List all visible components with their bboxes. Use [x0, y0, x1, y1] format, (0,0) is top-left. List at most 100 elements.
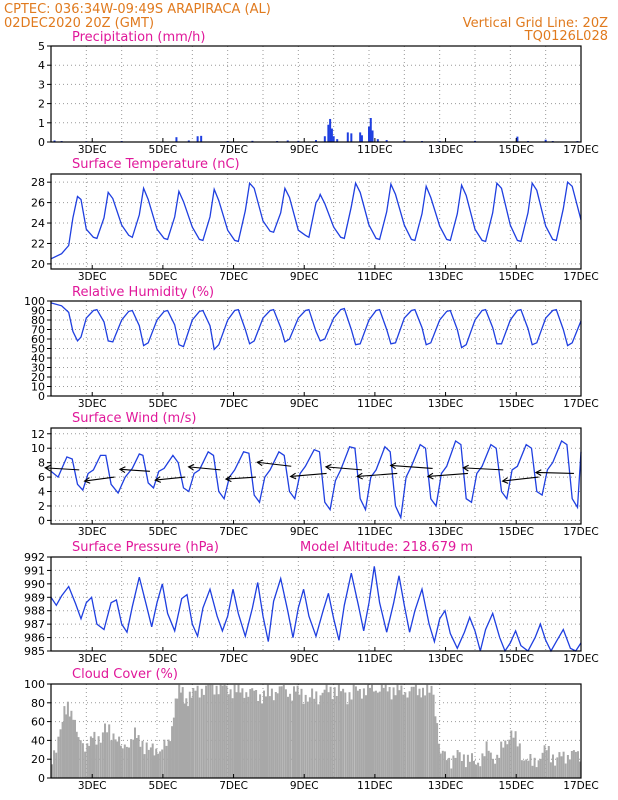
rh-series-line — [50, 302, 582, 351]
precipitation-bar — [368, 126, 370, 142]
cloud-cover-bar — [274, 692, 277, 778]
panel-surface-pressure: Surface Pressure (hPa) Model Altitude: 2… — [24, 540, 599, 665]
cloud-cover-bar — [296, 685, 299, 778]
wind-vector — [256, 459, 292, 467]
cloud-cover-bar — [213, 694, 216, 778]
cloud-cover-bar — [566, 755, 569, 778]
cloud-cover-bar — [88, 745, 91, 778]
cloud-cover-bar — [153, 755, 156, 778]
cloud-cover-bar — [247, 696, 250, 778]
cloud-cover-bar — [101, 732, 104, 778]
cloud-cover-bar — [145, 742, 148, 778]
cloud-xtick-label: 15DEC — [499, 780, 534, 792]
cloud-cover-bar — [114, 739, 117, 778]
cloud-cover-bar — [390, 699, 393, 778]
precipitation-bar — [336, 139, 339, 142]
pres-xtick-label: 17DEC — [563, 653, 598, 665]
precipitation-bar — [403, 140, 406, 142]
cloud-cover-bar — [116, 741, 119, 778]
wind-xtick-label: 9DEC — [290, 526, 319, 538]
wind-ytick-label: 6 — [38, 471, 45, 484]
wind-vector — [289, 472, 327, 480]
precipitation-bar — [359, 132, 362, 142]
rh-ytick-label: 80 — [31, 314, 45, 327]
rh-xtick-label: 5DEC — [149, 398, 178, 410]
cloud-cover-bar — [568, 759, 571, 778]
cloud-cover-bar — [149, 747, 152, 778]
cloud-ytick-label: 60 — [31, 716, 45, 729]
cloud-cover-bar — [552, 754, 554, 778]
cloud-xtick-label: 11DEC — [357, 780, 392, 792]
cloud-cover-bar — [134, 727, 136, 778]
cloud-cover-bar — [255, 690, 258, 778]
precip-ytick-label: 0 — [38, 136, 45, 149]
cloud-cover-bar — [268, 696, 271, 778]
cloud-cover-bar — [84, 751, 87, 778]
cloud-cover-bar — [202, 694, 205, 778]
rh-ytick-label: 90 — [31, 305, 45, 318]
cloud-cover-bar — [372, 691, 375, 778]
cloud-cover-bar — [437, 743, 440, 778]
wind-vector — [462, 464, 504, 472]
cloud-cover-bar — [533, 757, 536, 778]
precip-ytick-label: 2 — [38, 98, 45, 111]
temperature-title: Surface Temperature (nC) — [72, 157, 240, 172]
cloud-cover-bar — [70, 710, 73, 778]
cloud-cover-bar — [342, 688, 345, 778]
cloud-cover-bar — [276, 693, 279, 778]
cloud-cover-bar — [159, 751, 162, 778]
cloud-cover-bar — [450, 768, 453, 778]
cloud-cover-bar — [75, 731, 78, 778]
cloud-cover-bar — [79, 740, 82, 778]
cloud-cover-bar — [198, 697, 201, 778]
cloud-cover-bar — [63, 706, 66, 778]
pres-frame — [50, 556, 582, 652]
cloud-cover-bar — [176, 698, 179, 778]
cloud-cover-bar — [358, 689, 361, 778]
rh-xtick-label: 15DEC — [499, 398, 534, 410]
pres-ytick-label: 988 — [24, 605, 45, 618]
precipitation-bar — [327, 124, 330, 142]
cloud-cover-bar — [386, 691, 389, 778]
precipitation-bar — [187, 140, 190, 142]
wind-vector — [534, 469, 574, 476]
cloud-cover-bar — [298, 694, 301, 778]
cloud-cover-bar — [340, 691, 342, 778]
cloud-cover-bar — [420, 697, 423, 778]
wind-xtick-label: 7DEC — [219, 526, 248, 538]
cloud-cover-bar — [325, 684, 328, 778]
cloud-cover-bar — [473, 761, 475, 778]
cloud-cover-bar — [520, 760, 523, 778]
temp-ytick-label: 22 — [31, 237, 45, 250]
cloud-cover-bar — [139, 746, 142, 778]
cloud-cover-bar — [396, 684, 399, 778]
cloud-cover-bar — [108, 724, 111, 778]
wind-ytick-label: 0 — [38, 514, 45, 527]
rh-xtick-label: 11DEC — [357, 398, 392, 410]
cloud-cover-bar — [215, 685, 218, 778]
cloud-cover-bar — [289, 693, 292, 778]
cloud-cover-bar — [579, 761, 581, 778]
cloud-cover-bar — [547, 746, 550, 778]
temp-xtick-label: 11DEC — [357, 271, 392, 283]
cloud-cover-bar — [151, 743, 154, 778]
rh-xtick-label: 9DEC — [290, 398, 319, 410]
cloud-cover-bar — [523, 760, 526, 778]
cloud-ytick-label: 20 — [31, 753, 45, 766]
cloud-cover-bar — [319, 695, 322, 778]
cloud-cover-bar — [304, 694, 307, 778]
cloud-cover-bar — [512, 737, 515, 778]
precipitation-bar — [516, 136, 519, 142]
cloud-cover-bar — [496, 754, 499, 778]
cloud-cover-bar — [233, 684, 236, 778]
temp-xtick-label: 3DEC — [78, 271, 107, 283]
pres-xtick-label: 5DEC — [149, 653, 178, 665]
cloud-cover-bar — [500, 741, 503, 778]
cloud-cover-bar — [531, 765, 534, 778]
cloud-cover-bar — [141, 740, 144, 778]
cloud-cover-bar — [86, 743, 89, 778]
cloud-cover-bar — [119, 745, 122, 778]
precipitation-bar — [330, 128, 333, 142]
cloud-cover-bar — [577, 751, 579, 778]
